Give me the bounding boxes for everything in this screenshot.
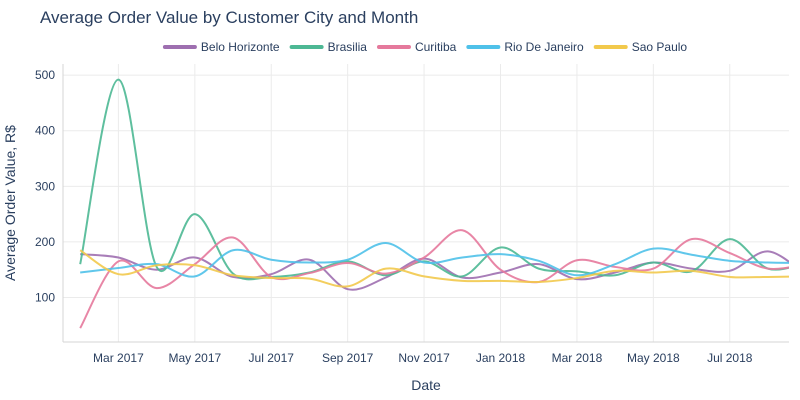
legend-label: Brasilia (328, 40, 368, 54)
y-tick-label: 400 (35, 124, 55, 138)
y-tick-label: 500 (35, 68, 55, 82)
legend-item-rio-de-janeiro: Rio De Janeiro (466, 40, 584, 54)
x-tick-label: May 2017 (168, 351, 221, 365)
series-line-rio-de-janeiro (80, 242, 789, 278)
y-tick-label: 200 (35, 235, 55, 249)
series-line-curitiba (79, 229, 789, 329)
legend-item-sao-paulo: Sao Paulo (593, 40, 688, 54)
legend-item-brasilia: Brasilia (289, 40, 368, 54)
series-line-brasilia (79, 78, 789, 281)
legend-label: Curitiba (415, 40, 457, 54)
chart-title: Average Order Value by Customer City and… (40, 8, 419, 27)
x-axis-title: Date (411, 377, 441, 393)
x-tick-label: Nov 2017 (398, 351, 450, 365)
y-tick-label: 300 (35, 179, 55, 193)
series-line-sao-paulo (79, 249, 789, 288)
legend: Belo Horizonte Brasilia Curitiba Rio De Jan… (162, 40, 688, 54)
grid-layer (63, 64, 789, 342)
legend-label: Rio De Janeiro (504, 40, 584, 54)
series-layer (79, 78, 789, 329)
series-line-belo-horizonte (80, 250, 789, 291)
legend-label: Sao Paulo (632, 40, 688, 54)
x-tick-label: Mar 2018 (552, 351, 603, 365)
legend-item-belo-horizonte: Belo Horizonte (162, 40, 280, 54)
x-tick-label: Jan 2018 (476, 351, 526, 365)
legend-label: Belo Horizonte (201, 40, 280, 54)
legend-item-curitiba: Curitiba (376, 40, 457, 54)
x-tick-label: Mar 2017 (93, 351, 144, 365)
axis-layer: 100 200 300 400 500 Mar 2017 May 2017 Jul 2017 S… (35, 64, 789, 365)
y-tick-label: 100 (35, 291, 55, 305)
x-tick-label: Jul 2017 (249, 351, 295, 365)
x-tick-label: Jul 2018 (707, 351, 753, 365)
x-tick-label: Sep 2017 (322, 351, 374, 365)
y-axis-title: Average Order Value, R$ (2, 125, 18, 281)
x-tick-label: May 2018 (627, 351, 680, 365)
